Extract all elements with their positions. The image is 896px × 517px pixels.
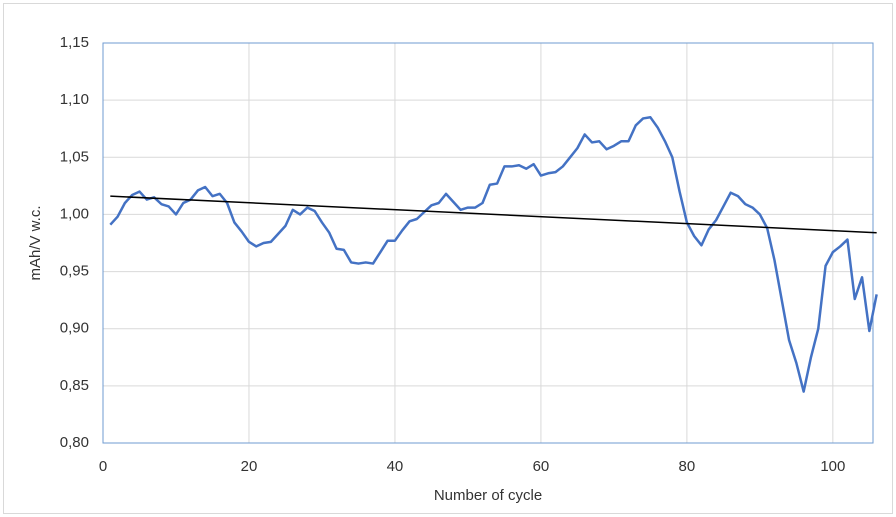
x-tick-label: 20 xyxy=(241,458,258,475)
chart-frame xyxy=(3,3,893,514)
x-tick-label: 40 xyxy=(387,458,404,475)
y-axis-label: mAh/V w.c. xyxy=(27,205,44,280)
y-tick-label: 0,80 xyxy=(60,434,89,451)
x-tick-label: 80 xyxy=(679,458,696,475)
y-tick-label: 0,85 xyxy=(60,377,89,394)
y-tick-label: 1,00 xyxy=(60,205,89,222)
y-tick-label: 0,95 xyxy=(60,263,89,280)
y-tick-label: 1,10 xyxy=(60,91,89,108)
x-tick-label: 60 xyxy=(533,458,550,475)
y-tick-label: 1,05 xyxy=(60,148,89,165)
x-tick-label: 0 xyxy=(99,458,107,475)
plot-frame xyxy=(102,42,874,444)
y-tick-label: 0,90 xyxy=(60,320,89,337)
x-tick-label: 100 xyxy=(820,458,845,475)
trend-line xyxy=(110,195,877,234)
x-axis-label: Number of cycle xyxy=(434,487,542,504)
data-line xyxy=(109,116,878,393)
y-tick-label: 1,15 xyxy=(60,34,89,51)
